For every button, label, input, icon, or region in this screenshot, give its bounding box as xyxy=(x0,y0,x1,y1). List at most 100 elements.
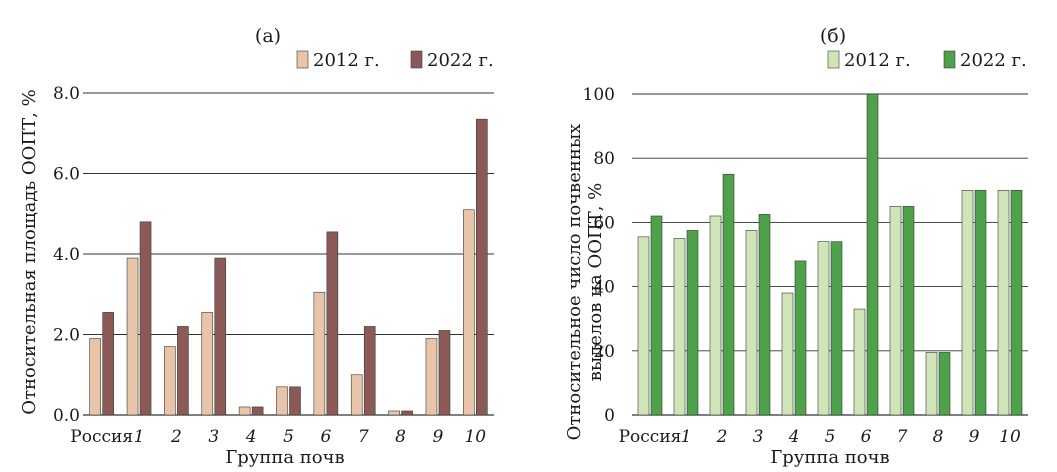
x-tick-label: 9 xyxy=(969,427,980,447)
legend-swatch xyxy=(410,50,423,69)
x-tick-label: 3 xyxy=(753,427,764,447)
legend-swatch xyxy=(296,50,309,69)
bar xyxy=(102,312,114,416)
y-tick-label: 6.0 xyxy=(53,165,80,185)
y-tick-label: 40 xyxy=(593,278,615,298)
bar xyxy=(238,406,251,416)
x-tick-label: 5 xyxy=(283,427,294,447)
x-tick-label: 7 xyxy=(358,427,369,447)
y-tick-label: 0 xyxy=(604,406,615,426)
bar xyxy=(902,206,915,416)
bar xyxy=(388,410,400,416)
panel-label: (а) xyxy=(255,25,281,47)
bar xyxy=(925,352,938,416)
x-tick-label: 6 xyxy=(861,427,872,447)
bar xyxy=(401,410,413,416)
bar xyxy=(463,209,475,416)
bar xyxy=(650,215,663,416)
x-axis-label: Группа почв xyxy=(225,447,344,468)
bar xyxy=(89,338,101,416)
bar xyxy=(476,118,488,416)
chart-panel-area: (а) Относительная площадь ООПТ, % Группа… xyxy=(19,25,494,468)
bar xyxy=(251,406,264,416)
bar xyxy=(637,236,650,416)
x-tick-label: Россия xyxy=(70,427,133,447)
bar xyxy=(709,215,722,416)
legend-label: 2022 г. xyxy=(427,50,494,71)
x-tick-label: 4 xyxy=(788,427,800,447)
bar xyxy=(126,257,139,416)
x-tick-label: 5 xyxy=(825,427,836,447)
grid-lines xyxy=(83,92,494,416)
y-tick-label: 4.0 xyxy=(53,245,80,265)
chart-panel-count: (б) Относительное число почвенных выдело… xyxy=(564,25,1028,468)
legend-label: 2012 г. xyxy=(313,50,380,71)
y-tick-label: 60 xyxy=(593,213,615,233)
legend-label: 2022 г. xyxy=(960,50,1027,71)
bar xyxy=(363,326,376,416)
bar xyxy=(276,386,288,416)
x-tick-label: 8 xyxy=(933,427,944,447)
x-tick-label: 3 xyxy=(208,427,219,447)
bar xyxy=(289,386,301,416)
bar xyxy=(974,190,987,416)
bar xyxy=(673,238,686,416)
legend-swatch xyxy=(827,50,840,69)
bar xyxy=(425,338,438,416)
y-tick-labels: 0 20 40 60 80 100 xyxy=(583,85,615,426)
bar xyxy=(853,308,866,416)
y-axis-label-line1: Относительное число почвенных xyxy=(564,124,585,441)
bar xyxy=(214,257,227,416)
x-tick-label: 8 xyxy=(395,427,406,447)
x-tick-label: Россия xyxy=(619,427,682,447)
y-axis-label: Относительная площадь ООПТ, % xyxy=(19,89,40,414)
x-tick-label: 6 xyxy=(320,427,331,447)
bar xyxy=(745,230,758,416)
legend: 2012 г. 2022 г. xyxy=(827,50,1027,71)
bar xyxy=(781,292,794,416)
bar xyxy=(938,352,951,416)
y-tick-labels: 0.0 2.0 4.0 6.0 8.0 xyxy=(53,84,80,426)
bar xyxy=(438,330,451,416)
bar xyxy=(177,326,189,416)
y-axis-label-line2: выделов на ООПТ, % xyxy=(585,183,606,382)
x-tick-label: 2 xyxy=(716,427,728,447)
bar xyxy=(889,206,902,416)
bar xyxy=(794,260,807,416)
bar xyxy=(817,241,830,416)
x-tick-labels: Россия 1 2 3 4 5 6 7 8 9 10 xyxy=(70,427,486,447)
x-tick-label: 9 xyxy=(433,427,444,447)
bars xyxy=(89,118,488,416)
x-tick-label: 2 xyxy=(170,427,182,447)
bar xyxy=(830,241,843,416)
y-tick-label: 8.0 xyxy=(53,84,80,104)
y-tick-label: 0.0 xyxy=(53,406,80,426)
bar xyxy=(350,374,363,416)
bar xyxy=(1010,190,1023,416)
x-tick-label: 1 xyxy=(681,427,692,447)
bar xyxy=(164,346,176,416)
bar xyxy=(326,231,339,416)
bar xyxy=(722,173,735,416)
y-tick-label: 20 xyxy=(593,342,615,362)
bar xyxy=(997,190,1010,416)
y-tick-label: 2.0 xyxy=(53,326,80,346)
bar xyxy=(313,291,326,416)
x-tick-label: 1 xyxy=(134,427,145,447)
y-tick-label: 100 xyxy=(583,85,615,105)
panel-label: (б) xyxy=(820,25,846,47)
legend-label: 2012 г. xyxy=(844,50,911,71)
x-tick-label: 4 xyxy=(245,427,257,447)
legend: 2012 г. 2022 г. xyxy=(296,50,494,71)
x-tick-label: 7 xyxy=(897,427,908,447)
bar xyxy=(866,93,879,416)
legend-swatch xyxy=(943,50,956,69)
bar xyxy=(961,190,974,416)
x-tick-label: 10 xyxy=(464,427,486,447)
x-axis-label: Группа почв xyxy=(770,447,889,468)
y-tick-label: 80 xyxy=(593,149,615,169)
bars xyxy=(637,93,1023,416)
bar xyxy=(686,230,699,416)
x-tick-labels: Россия 1 2 3 4 5 6 7 8 9 10 xyxy=(619,427,1021,447)
